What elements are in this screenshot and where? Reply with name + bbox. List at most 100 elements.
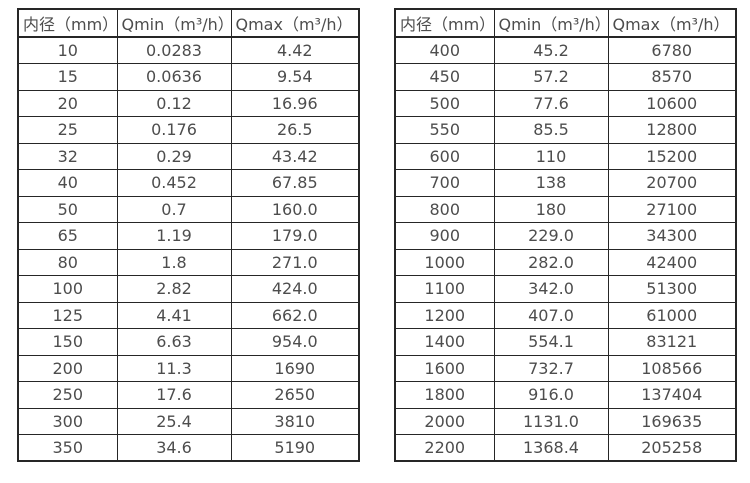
table-row: 1600 732.7 108566 [394,354,737,382]
cell-qmin: 4.41 [116,301,232,329]
table-row: 1100 342.0 51300 [394,275,737,303]
table-row: 1000 282.0 42400 [394,248,737,276]
cell-qmax: 10600 [607,89,737,117]
table-row: 25 0.176 26.5 [17,116,360,144]
cell-qmin: 138 [493,169,609,197]
cell-diameter: 10 [17,36,118,64]
cell-qmax: 12800 [607,116,737,144]
cell-qmin: 1.8 [116,248,232,276]
cell-diameter: 25 [17,116,118,144]
table-row: 450 57.2 8570 [394,63,737,91]
header-diameter: 内径（mm） [394,8,495,38]
cell-diameter: 550 [394,116,495,144]
cell-qmax: 179.0 [230,222,360,250]
table-row: 350 34.6 5190 [17,434,360,462]
table-row: 15 0.0636 9.54 [17,63,360,91]
cell-qmax: 205258 [607,434,737,462]
cell-diameter: 150 [17,328,118,356]
table-row: 200 11.3 1690 [17,354,360,382]
small-diameter-flow-table: 内径（mm） Qmin（m³/h） Qmax（m³/h） 10 0.0283 4… [17,8,360,462]
table-row: 150 6.63 954.0 [17,328,360,356]
cell-qmin: 17.6 [116,381,232,409]
table-row: 125 4.41 662.0 [17,301,360,329]
header-row: 内径（mm） Qmin（m³/h） Qmax（m³/h） [394,8,737,38]
table-row: 32 0.29 43.42 [17,142,360,170]
cell-qmax: 2650 [230,381,360,409]
cell-qmax: 4.42 [230,36,360,64]
cell-qmin: 916.0 [493,381,609,409]
cell-qmin: 0.176 [116,116,232,144]
cell-diameter: 65 [17,222,118,250]
cell-diameter: 300 [17,407,118,435]
cell-qmax: 954.0 [230,328,360,356]
cell-qmin: 229.0 [493,222,609,250]
cell-qmax: 67.85 [230,169,360,197]
cell-qmin: 77.6 [493,89,609,117]
cell-diameter: 250 [17,381,118,409]
header-qmin: Qmin（m³/h） [116,8,232,38]
table-row: 700 138 20700 [394,169,737,197]
table-row: 400 45.2 6780 [394,36,737,64]
cell-qmax: 169635 [607,407,737,435]
cell-diameter: 800 [394,195,495,223]
cell-qmin: 180 [493,195,609,223]
cell-qmin: 1131.0 [493,407,609,435]
cell-qmin: 110 [493,142,609,170]
table-row: 50 0.7 160.0 [17,195,360,223]
cell-diameter: 1100 [394,275,495,303]
cell-qmax: 61000 [607,301,737,329]
cell-qmin: 45.2 [493,36,609,64]
cell-diameter: 1200 [394,301,495,329]
cell-diameter: 1600 [394,354,495,382]
header-qmax: Qmax（m³/h） [230,8,360,38]
cell-qmin: 282.0 [493,248,609,276]
cell-qmax: 51300 [607,275,737,303]
cell-qmax: 160.0 [230,195,360,223]
header-qmax: Qmax（m³/h） [607,8,737,38]
cell-qmin: 85.5 [493,116,609,144]
table-row: 500 77.6 10600 [394,89,737,117]
cell-diameter: 80 [17,248,118,276]
cell-qmax: 83121 [607,328,737,356]
cell-qmin: 0.12 [116,89,232,117]
table-row: 20 0.12 16.96 [17,89,360,117]
cell-qmax: 42400 [607,248,737,276]
table-row: 40 0.452 67.85 [17,169,360,197]
cell-diameter: 700 [394,169,495,197]
cell-qmin: 11.3 [116,354,232,382]
cell-diameter: 100 [17,275,118,303]
table-row: 1200 407.0 61000 [394,301,737,329]
cell-qmin: 25.4 [116,407,232,435]
cell-diameter: 1000 [394,248,495,276]
cell-qmax: 43.42 [230,142,360,170]
table-row: 80 1.8 271.0 [17,248,360,276]
cell-diameter: 500 [394,89,495,117]
cell-diameter: 125 [17,301,118,329]
cell-qmin: 342.0 [493,275,609,303]
cell-qmin: 554.1 [493,328,609,356]
cell-diameter: 40 [17,169,118,197]
cell-qmax: 5190 [230,434,360,462]
cell-diameter: 15 [17,63,118,91]
cell-qmax: 108566 [607,354,737,382]
cell-diameter: 1400 [394,328,495,356]
header-diameter: 内径（mm） [17,8,118,38]
cell-diameter: 400 [394,36,495,64]
cell-qmax: 27100 [607,195,737,223]
small-diameter-table-body: 10 0.0283 4.42 15 0.0636 9.54 20 0.12 16… [17,36,360,462]
cell-qmin: 34.6 [116,434,232,462]
header-qmin: Qmin（m³/h） [493,8,609,38]
cell-qmax: 6780 [607,36,737,64]
cell-qmax: 3810 [230,407,360,435]
large-diameter-table-body: 400 45.2 6780 450 57.2 8570 500 77.6 106… [394,36,737,462]
table-row: 600 110 15200 [394,142,737,170]
cell-qmax: 26.5 [230,116,360,144]
cell-qmax: 15200 [607,142,737,170]
table-row: 2200 1368.4 205258 [394,434,737,462]
cell-qmax: 8570 [607,63,737,91]
cell-diameter: 350 [17,434,118,462]
table-row: 2000 1131.0 169635 [394,407,737,435]
cell-qmax: 9.54 [230,63,360,91]
cell-diameter: 1800 [394,381,495,409]
table-row: 65 1.19 179.0 [17,222,360,250]
